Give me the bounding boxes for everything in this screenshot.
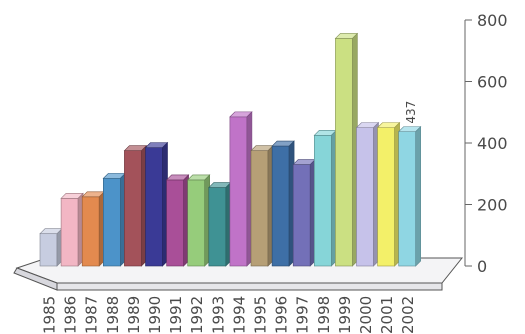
y-tick-label-800: 800 bbox=[477, 11, 508, 30]
bar-front-1985 bbox=[39, 233, 58, 267]
bar-2002 bbox=[397, 125, 422, 267]
bar-front-1996 bbox=[271, 145, 290, 267]
x-tick-label-1992: 1992 bbox=[188, 296, 206, 334]
bar-1987 bbox=[81, 191, 105, 267]
bar-front-1997 bbox=[292, 164, 311, 267]
x-tick-label-1996: 1996 bbox=[273, 296, 291, 334]
x-tick-label-1994: 1994 bbox=[230, 296, 248, 334]
y-tick-label-400: 400 bbox=[477, 134, 508, 153]
y-tick-label-0: 0 bbox=[477, 257, 487, 276]
y-tick-label-600: 600 bbox=[477, 73, 508, 92]
bar-front-1993 bbox=[208, 187, 227, 267]
bar-1986 bbox=[60, 192, 84, 267]
bar-front-1988 bbox=[103, 178, 121, 267]
bar-front-1994 bbox=[229, 116, 248, 267]
bar-1998 bbox=[313, 129, 338, 267]
x-tick-label-1997: 1997 bbox=[294, 296, 312, 334]
bar-front-2002 bbox=[398, 131, 417, 267]
bar-front-1986 bbox=[60, 198, 79, 267]
x-tick-label-1995: 1995 bbox=[252, 296, 270, 334]
bar-1992 bbox=[186, 174, 211, 267]
bar-front-1998 bbox=[313, 135, 332, 267]
bar-1988 bbox=[102, 172, 127, 267]
bar-front-2001 bbox=[377, 127, 395, 267]
bar-front-1990 bbox=[145, 147, 163, 267]
x-tick-label-2002: 2002 bbox=[399, 296, 417, 334]
x-tick-label-1986: 1986 bbox=[62, 296, 80, 334]
y-axis: 0 200 400 600 800 bbox=[464, 11, 508, 276]
bar-front-1992 bbox=[187, 179, 205, 267]
x-tick-label-1989: 1989 bbox=[125, 296, 143, 334]
bar-1989 bbox=[123, 144, 148, 267]
bar-front-1995 bbox=[250, 150, 269, 267]
x-tick-label-1999: 1999 bbox=[336, 296, 354, 334]
bar-1985 bbox=[39, 227, 63, 267]
bar-1993 bbox=[208, 181, 232, 267]
bar-1997 bbox=[292, 158, 316, 267]
bar-front-1999 bbox=[335, 38, 353, 267]
x-tick-label-1988: 1988 bbox=[104, 296, 122, 334]
bar-1999 bbox=[334, 32, 359, 267]
x-tick-label-1991: 1991 bbox=[167, 296, 185, 334]
x-axis-labels: 1985 1986 1987 1988 1989 1990 1991 1992 1993 1994… bbox=[41, 296, 418, 334]
bar-front-1987 bbox=[81, 196, 100, 267]
x-tick-label-2000: 2000 bbox=[357, 296, 375, 334]
bar-side-2002 bbox=[415, 125, 422, 267]
bar-1996 bbox=[271, 140, 295, 267]
bar-front-1991 bbox=[166, 179, 184, 267]
floor-edge-front bbox=[56, 282, 443, 291]
x-tick-label-2001: 2001 bbox=[378, 296, 396, 334]
bar-1990 bbox=[144, 141, 169, 267]
bar-front-1989 bbox=[124, 150, 142, 267]
bars: 437 bbox=[39, 32, 422, 267]
bar-1995 bbox=[250, 144, 274, 267]
bar-1994 bbox=[229, 111, 253, 267]
bar-front-2000 bbox=[356, 127, 374, 267]
bar-1991 bbox=[165, 174, 190, 267]
x-tick-label-1990: 1990 bbox=[146, 296, 164, 334]
x-tick-label-1998: 1998 bbox=[315, 296, 333, 334]
bar-2000 bbox=[355, 121, 380, 267]
x-tick-label-1987: 1987 bbox=[83, 296, 101, 334]
y-tick-label-200: 200 bbox=[477, 196, 508, 215]
x-tick-label-1993: 1993 bbox=[209, 296, 227, 334]
data-label-2002: 437 bbox=[404, 101, 418, 124]
x-tick-label-1985: 1985 bbox=[41, 296, 59, 334]
bar-2001 bbox=[376, 121, 401, 267]
